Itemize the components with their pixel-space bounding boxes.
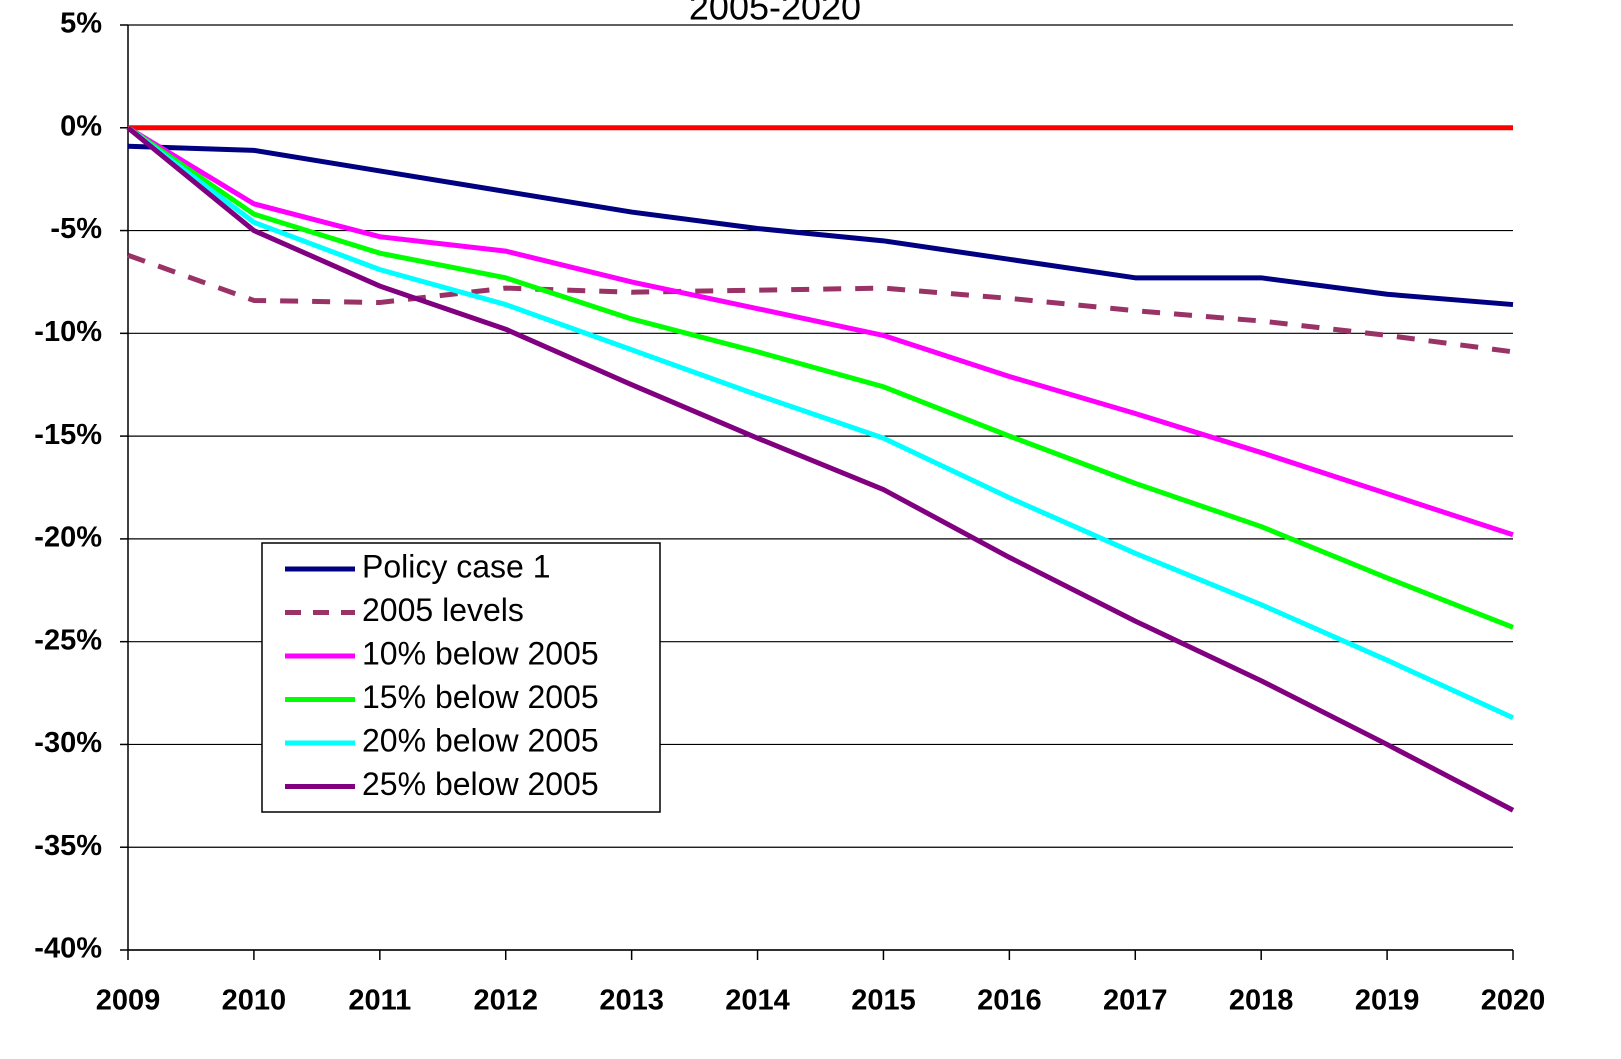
series-line: [127, 143, 1514, 308]
legend-label: 25% below 2005: [362, 766, 599, 802]
legend-box: [261, 542, 661, 813]
legend-label: Policy case 1: [362, 548, 551, 584]
x-tick-label: 2014: [725, 985, 790, 1017]
y-tick-label: -30%: [34, 727, 102, 759]
chart-title: 2005-2020: [689, 0, 861, 28]
x-tick-label: 2013: [599, 985, 664, 1017]
x-tick-label: 2017: [1103, 985, 1168, 1017]
y-tick-label: -15%: [34, 419, 102, 451]
y-tick-label: 5%: [60, 8, 102, 40]
series-line: [126, 125, 1514, 538]
x-tick-label: 2012: [473, 985, 538, 1017]
x-tick-label: 2010: [222, 985, 287, 1017]
x-tick-label: 2015: [851, 985, 916, 1017]
x-tick-label: 2020: [1481, 985, 1546, 1017]
x-tick-label: 2018: [1229, 985, 1294, 1017]
legend-label: 20% below 2005: [362, 722, 599, 758]
y-tick-label: 0%: [60, 110, 102, 142]
series-line: [126, 125, 1515, 813]
y-tick-label: -40%: [34, 933, 102, 965]
legend-label: 10% below 2005: [362, 635, 599, 671]
y-tick-label: -25%: [34, 624, 102, 656]
y-tick-label: -5%: [50, 213, 102, 245]
x-tick-label: 2019: [1355, 985, 1420, 1017]
y-tick-label: -10%: [34, 316, 102, 348]
series-line: [127, 252, 1514, 355]
legend-label: 2005 levels: [362, 592, 524, 628]
series-line: [126, 125, 1514, 630]
x-tick-label: 2011: [348, 985, 411, 1017]
y-tick-label: -35%: [34, 830, 102, 862]
x-tick-label: 2016: [977, 985, 1042, 1017]
legend-label: 15% below 2005: [362, 679, 599, 715]
x-tick-label: 2009: [96, 985, 161, 1017]
y-tick-label: -20%: [34, 522, 102, 554]
series-line: [126, 125, 1515, 720]
